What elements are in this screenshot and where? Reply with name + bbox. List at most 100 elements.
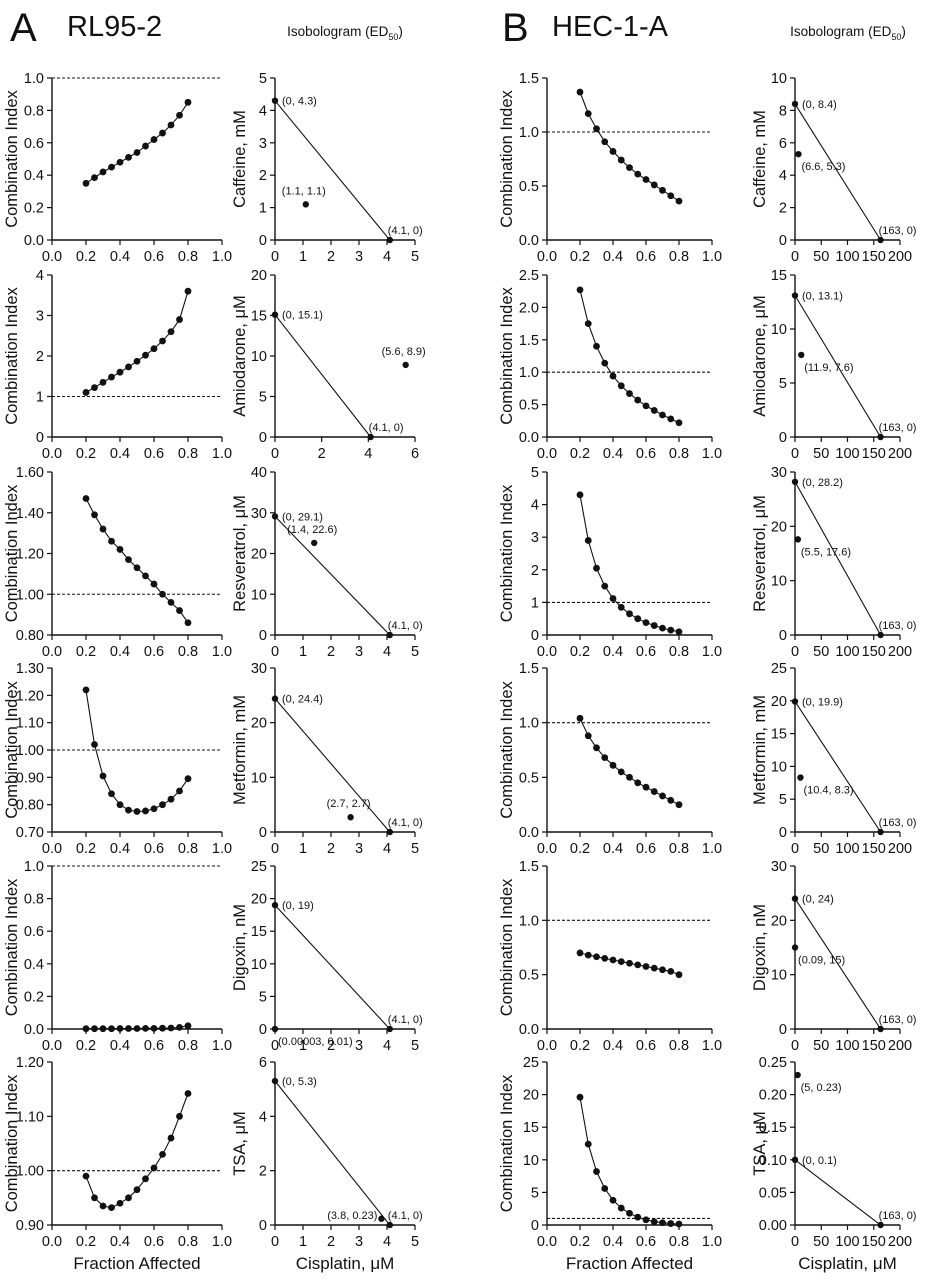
y-axis-label: Caffeine, mM	[231, 110, 249, 208]
x-tick-label: 50	[813, 644, 829, 660]
x-tick-label: 100	[835, 1038, 859, 1054]
ci-point	[176, 316, 183, 323]
y-tick-label: 10	[251, 957, 267, 973]
ci-point	[609, 372, 617, 380]
x-tick-label: 0.0	[42, 249, 62, 265]
iso-point	[791, 895, 799, 902]
ci-point	[133, 357, 141, 365]
iso-point-label: (0, 24)	[802, 894, 834, 906]
x-tick-label: 0.4	[110, 841, 130, 857]
iso-point	[795, 150, 802, 158]
iso-point-label: (163, 0)	[879, 1014, 917, 1026]
x-tick-label: 0.6	[636, 249, 656, 265]
x-tick-label: 150	[862, 249, 886, 265]
ci-point	[99, 378, 107, 386]
y-axis-label: Combination Index	[498, 1074, 516, 1212]
chart-B-5-iso: 0 10 20 30 0 50 100 150 200 Digoxin, nM (0, 24) (16…	[751, 859, 916, 1054]
x-tick-label: 2	[327, 249, 335, 265]
x-tick-label: 5	[411, 841, 419, 857]
isobologram-title-main: Isobologram (ED	[790, 24, 892, 39]
y-tick-label: 25	[251, 859, 267, 875]
y-tick-label: 1.0	[519, 913, 539, 929]
y-tick-label: 10	[771, 322, 787, 338]
y-tick-label: 20	[251, 892, 267, 908]
chart-A-5-ci: 0.00.20.40.60.81.00.0 0.2 0.4 0.6 0.8 1.0Comb…	[3, 859, 232, 1054]
x-tick-label: 3	[355, 644, 363, 660]
y-tick-label: 0	[779, 628, 787, 644]
y-tick-label: 0	[779, 825, 787, 841]
y-tick-label: 10	[771, 759, 787, 775]
iso-point-label: (5.6, 8.9)	[382, 346, 426, 358]
y-tick-label: 0.0	[519, 1022, 539, 1038]
ci-point	[593, 744, 600, 752]
ci-point	[609, 595, 617, 602]
y-tick-label: 0.25	[759, 1055, 787, 1071]
additivity-line	[274, 100, 391, 241]
y-tick-label: 0	[259, 628, 267, 644]
iso-point	[877, 1025, 884, 1033]
ci-point	[91, 174, 98, 182]
ci-point	[184, 1022, 192, 1030]
iso-point-label: (0, 15.1)	[282, 310, 323, 322]
iso-point-label: (6.6, 5.3)	[801, 161, 845, 173]
ci-point	[150, 136, 158, 143]
x-tick-label: 0.0	[42, 841, 62, 857]
x-tick-label: 0	[791, 1234, 799, 1250]
ci-point	[116, 546, 124, 553]
additivity-line	[794, 701, 882, 833]
iso-point-label: (0, 0.1)	[802, 1155, 837, 1167]
ci-point	[576, 714, 584, 722]
y-axis-label: Amiodarone, μM	[751, 295, 769, 416]
y-axis-label: Combination Index	[3, 680, 21, 818]
ci-point	[108, 790, 115, 798]
iso-point	[378, 1215, 385, 1222]
x-tick-label: 0	[271, 1234, 279, 1250]
ci-point	[125, 153, 132, 161]
y-tick-label: 0.00	[759, 1218, 787, 1234]
iso-point	[877, 236, 884, 244]
iso-point-label: (163, 0)	[879, 422, 917, 434]
iso-point-label: (0.00003, 0.01)	[278, 1036, 353, 1048]
x-axis-label-cisplatin: Cisplatin, μM	[296, 1254, 395, 1273]
iso-point	[794, 536, 802, 543]
iso-point-label: (0, 8.4)	[802, 99, 837, 111]
iso-point	[347, 814, 354, 821]
ci-point	[82, 1025, 90, 1033]
ci-point	[609, 956, 617, 964]
y-axis-label: Combination Index	[498, 89, 516, 227]
y-tick-label: 1.30	[16, 661, 44, 677]
x-tick-label: 0.0	[42, 644, 62, 660]
ci-point	[667, 415, 675, 423]
x-tick-label: 0.4	[110, 446, 130, 462]
y-tick-label: 40	[251, 465, 267, 481]
x-tick-label: 0.0	[537, 644, 557, 660]
y-tick-label: 0.05	[759, 1185, 787, 1201]
y-tick-label: 1.0	[24, 859, 44, 875]
x-tick-label: 0.2	[76, 644, 96, 660]
y-tick-label: 2	[36, 349, 44, 365]
x-tick-label: 0.8	[178, 1234, 198, 1250]
ci-point	[634, 396, 642, 404]
ci-point	[82, 179, 90, 187]
y-tick-label: 4	[36, 268, 44, 284]
ci-point	[584, 537, 592, 544]
ci-point	[167, 121, 175, 129]
ci-point	[159, 590, 166, 598]
ci-point	[91, 1194, 98, 1202]
chart-A-6-ci: 0.90 1.00 1.10 1.20 0.0 0.2 0.4 0.6 0.8 1.0 Combin…	[3, 1055, 232, 1273]
isobologram-title-B: Isobologram (ED50)	[790, 24, 906, 42]
x-tick-label: 0.6	[636, 446, 656, 462]
y-tick-label: 1.10	[16, 716, 44, 732]
x-tick-label: 150	[862, 446, 886, 462]
x-tick-label: 0.4	[603, 249, 623, 265]
y-tick-label: 30	[251, 506, 267, 522]
ci-point	[91, 741, 98, 748]
ci-point	[116, 368, 124, 376]
chart-A-2-ci: 0 1 2 3 4 0.0 0.2 0.4 0.6 0.8 1.0 Combination Index	[3, 268, 232, 462]
y-tick-label: 0.0	[519, 825, 539, 841]
ci-point	[601, 359, 609, 367]
y-tick-label: 5	[531, 465, 539, 481]
x-tick-label: 0.2	[76, 841, 96, 857]
ci-point	[626, 390, 633, 397]
ci-point	[650, 1218, 658, 1226]
